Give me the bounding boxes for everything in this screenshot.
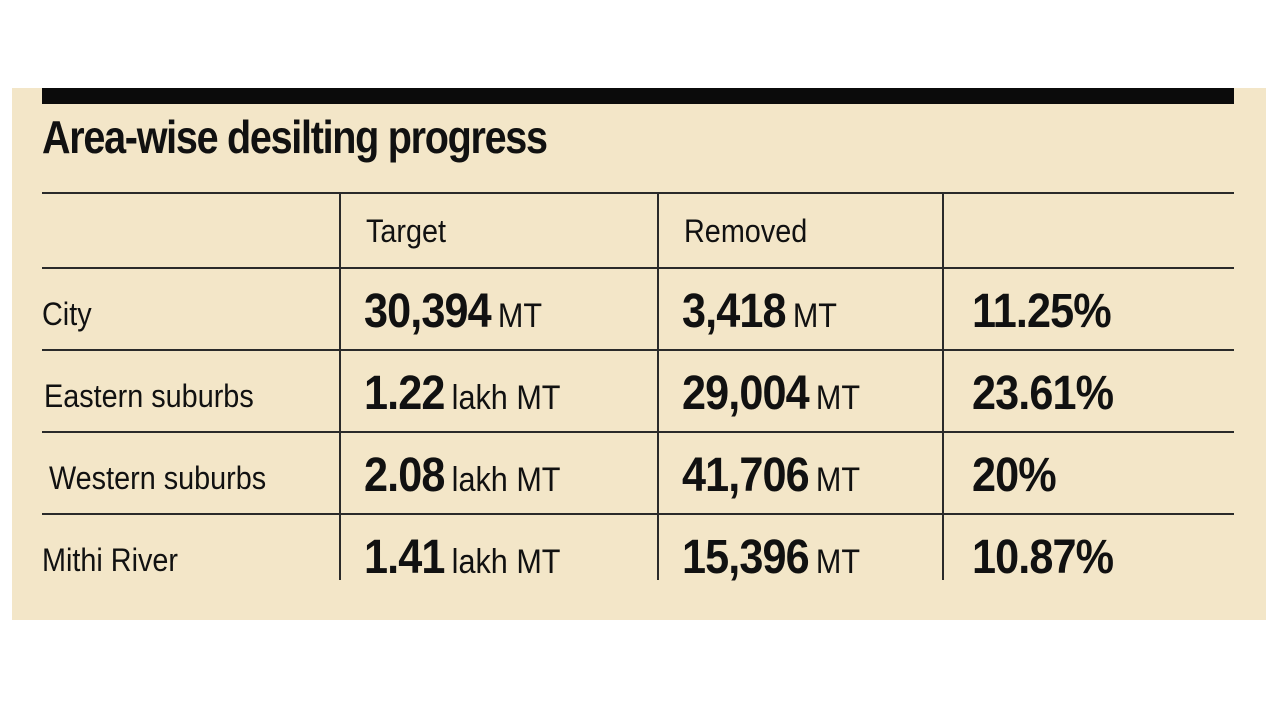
target-value: 2.08 lakh MT bbox=[364, 433, 561, 515]
rule-under-title bbox=[42, 192, 1234, 194]
row-label: City bbox=[42, 296, 92, 332]
target-unit: lakh MT bbox=[451, 543, 561, 581]
removed-number: 41,706 bbox=[682, 449, 810, 502]
removed-unit: MT bbox=[792, 297, 837, 335]
target-unit: lakh MT bbox=[451, 379, 561, 417]
column-header-target: Target bbox=[366, 213, 447, 249]
target-number: 1.41 bbox=[364, 531, 445, 584]
removed-unit: MT bbox=[815, 543, 861, 581]
column-divider-3 bbox=[942, 194, 944, 580]
row-label: Mithi River bbox=[42, 542, 179, 578]
row-label: Western suburbs bbox=[49, 460, 267, 496]
top-rule bbox=[42, 88, 1234, 104]
desilting-table-card: Area-wise desilting progress Target Remo… bbox=[12, 88, 1266, 620]
removed-unit: MT bbox=[815, 461, 861, 499]
removed-unit: MT bbox=[815, 379, 861, 417]
target-number: 30,394 bbox=[364, 285, 492, 338]
column-divider-1 bbox=[339, 194, 341, 580]
rule-row-3 bbox=[42, 513, 1234, 515]
row-label: Eastern suburbs bbox=[44, 378, 254, 414]
target-unit: lakh MT bbox=[451, 461, 561, 499]
removed-number: 3,418 bbox=[682, 285, 787, 338]
target-value: 1.41 lakh MT bbox=[364, 515, 561, 597]
target-value: 30,394 MT bbox=[364, 269, 542, 351]
removed-number: 29,004 bbox=[682, 367, 810, 420]
target-number: 1.22 bbox=[364, 367, 445, 420]
percent-value: 10.87% bbox=[972, 531, 1114, 584]
target-unit: MT bbox=[497, 297, 543, 335]
rule-under-header bbox=[42, 267, 1234, 269]
column-divider-2 bbox=[657, 194, 659, 580]
rule-row-1 bbox=[42, 349, 1234, 351]
rule-row-2 bbox=[42, 431, 1234, 433]
removed-number: 15,396 bbox=[682, 531, 810, 584]
column-header-removed: Removed bbox=[684, 213, 808, 249]
target-value: 1.22 lakh MT bbox=[364, 351, 561, 433]
table-title: Area-wise desilting progress bbox=[42, 111, 548, 163]
removed-value: 29,004 MT bbox=[682, 351, 860, 433]
percent-value: 11.25% bbox=[972, 285, 1112, 338]
removed-value: 3,418 MT bbox=[682, 269, 837, 351]
target-number: 2.08 bbox=[364, 449, 445, 502]
percent-value: 23.61% bbox=[972, 367, 1114, 420]
percent-value: 20% bbox=[972, 449, 1057, 502]
removed-value: 15,396 MT bbox=[682, 515, 860, 597]
removed-value: 41,706 MT bbox=[682, 433, 860, 515]
